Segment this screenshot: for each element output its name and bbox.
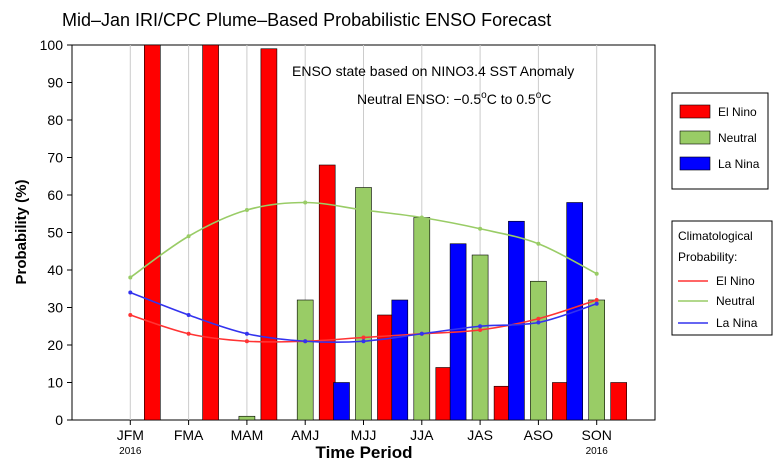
climatology-point-el-nino-mjj (361, 335, 366, 340)
y-tick-label-70: 70 (47, 150, 63, 166)
x-tick-label-amj: AMJ (291, 427, 319, 443)
climatology-point-la-nina-fma (186, 313, 191, 317)
x-axis-label: Time Period (316, 443, 413, 462)
y-axis-label: Probability (%) (13, 179, 30, 284)
y-tick-label-80: 80 (47, 112, 63, 128)
x-tick-label-mam: MAM (231, 427, 264, 443)
legend-swatch-el-nino (679, 104, 711, 119)
climatology-point-la-nina-jja (419, 331, 424, 336)
legend-label-el-nino: El Nino (718, 105, 757, 119)
y-tick-label-50: 50 (47, 225, 63, 241)
y-tick-label-0: 0 (55, 412, 63, 428)
bar-neutral-amj (296, 299, 314, 421)
x-tick-label-fma: FMA (174, 427, 204, 443)
climatology-point-el-nino-jas (478, 328, 483, 332)
y-tick-label-100: 100 (40, 37, 64, 53)
bar-legend: El Nino Neutral La Nina (671, 92, 769, 190)
climatology-point-la-nina-amj (303, 339, 308, 344)
climatology-point-neutral-son (594, 271, 599, 276)
y-axis: 0 10 20 30 40 50 60 70 80 90 100 (40, 37, 72, 428)
bar-neutral-jas (471, 254, 489, 421)
climatology-lines (128, 200, 599, 344)
climatology-point-el-nino-jfm (128, 313, 133, 317)
y-tick-label-20: 20 (47, 337, 63, 353)
x-tick-label-son: SON (582, 427, 612, 443)
x-year-label-first: 2016 (119, 446, 142, 457)
climatology-point-la-nina-son (594, 301, 599, 306)
climatology-legend: Climatological Probability: El Nino Neut… (671, 220, 773, 336)
climatology-point-neutral-fma (186, 234, 191, 239)
climatology-point-el-nino-son (594, 298, 599, 302)
climatology-point-la-nina-jfm (128, 290, 133, 295)
x-tick-label-aso: ASO (524, 427, 554, 443)
bar-el-nino-jfm (144, 44, 161, 421)
climatology-point-la-nina-mjj (361, 339, 366, 344)
y-tick-label-40: 40 (47, 262, 63, 278)
bar-neutral-mam (238, 415, 256, 421)
clim-legend-label-neutral: Neutral (716, 294, 755, 308)
x-tick-label-mjj: MJJ (351, 427, 377, 443)
y-tick-label-10: 10 (47, 375, 63, 391)
bar-neutral-mjj (355, 187, 372, 421)
bar-el-nino-jas (493, 385, 511, 421)
chart-title: Mid–Jan IRI/CPC Plume–Based Probabilisti… (62, 10, 551, 30)
y-tick-label-90: 90 (47, 75, 63, 91)
bar-el-nino-mam (260, 48, 278, 421)
y-tick-label-30: 30 (47, 300, 63, 316)
bar-el-nino-jja (435, 367, 453, 421)
bar-la-nina-jja (391, 299, 409, 421)
bar-neutral-aso (530, 280, 547, 421)
climatology-point-neutral-mjj (361, 208, 366, 212)
clim-legend-label-la-nina: La Nina (716, 316, 758, 330)
x-tick-label-jas: JAS (467, 427, 493, 443)
climatology-point-el-nino-aso (536, 316, 541, 321)
bars (144, 44, 628, 421)
annotation-line1: ENSO state based on NINO3.4 SST Anomaly (292, 63, 574, 79)
climatology-legend-title-1: Climatological (678, 229, 753, 243)
legend-label-la-nina: La Nina (718, 157, 760, 171)
bar-neutral-son (588, 299, 606, 421)
bar-el-nino-fma (202, 44, 219, 421)
bar-neutral-jja (413, 217, 431, 421)
climatology-point-el-nino-mam (244, 339, 249, 344)
legend-swatch-la-nina (679, 156, 711, 171)
x-tick-label-jja: JJA (410, 427, 434, 443)
bar-el-nino-mjj (377, 314, 394, 421)
climatology-point-neutral-jas (478, 226, 483, 231)
annotation-line2: Neutral ENSO: −0.5oC to 0.5oC (357, 90, 551, 107)
bar-el-nino-son (610, 382, 628, 421)
legend-swatch-neutral (679, 130, 711, 145)
climatology-legend-title-2: Probability: (678, 250, 737, 264)
climatology-point-el-nino-fma (186, 331, 191, 336)
clim-legend-label-el-nino: El Nino (716, 274, 755, 288)
climatology-point-neutral-aso (536, 241, 541, 246)
climatology-point-la-nina-mam (244, 331, 249, 336)
climatology-point-la-nina-aso (536, 320, 541, 325)
climatology-point-la-nina-jas (478, 324, 483, 329)
legend-label-neutral: Neutral (718, 131, 757, 145)
bar-la-nina-aso (508, 220, 525, 421)
y-tick-label-60: 60 (47, 187, 63, 203)
x-axis: JFM FMA MAM AMJ MJJ JJA JAS ASO SON 2016 2016 (117, 420, 612, 457)
climatology-point-neutral-mam (244, 208, 249, 212)
bar-el-nino-amj (318, 164, 336, 421)
bar-el-nino-aso (552, 382, 569, 421)
climatology-point-neutral-jfm (128, 275, 133, 280)
bar-la-nina-mjj (333, 382, 350, 421)
x-year-label-last: 2016 (586, 446, 609, 457)
x-tick-label-jfm: JFM (117, 427, 144, 443)
climatology-point-neutral-amj (303, 200, 308, 205)
climatology-point-neutral-jja (419, 215, 424, 220)
